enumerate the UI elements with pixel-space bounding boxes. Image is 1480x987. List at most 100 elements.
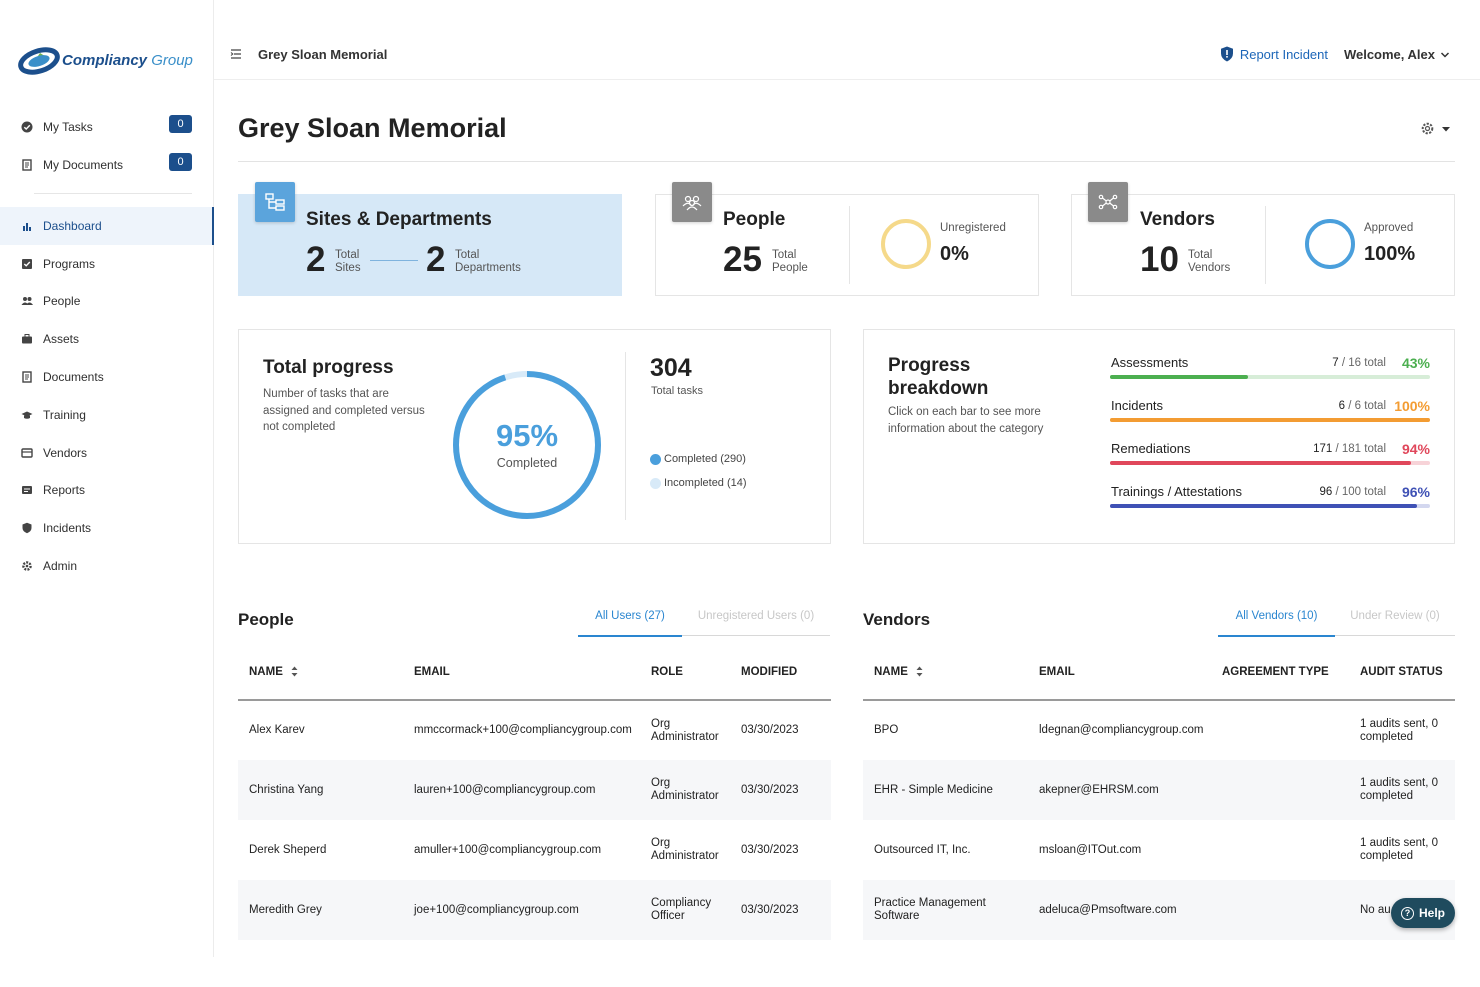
report-incident-button[interactable]: Report Incident (1220, 46, 1328, 62)
table-row[interactable]: Derek Sheperd amuller+100@compliancygrou… (238, 820, 831, 880)
card-divider (849, 206, 850, 284)
breakdown-percent: 100% (1394, 398, 1430, 414)
sidebar-item-admin[interactable]: Admin (0, 547, 213, 585)
cell-modified: 03/30/2023 (730, 760, 831, 820)
breakdown-row-incidents[interactable]: Incidents 6 / 6 total 100% (1110, 398, 1430, 428)
table-row[interactable]: EHR - Simple Medicine akepner@EHRSM.com … (863, 760, 1455, 820)
sidebar-item-assets[interactable]: Assets (0, 320, 213, 358)
sidebar-item-reports[interactable]: Reports (0, 472, 213, 510)
sort-icon[interactable] (291, 666, 298, 677)
completed-dot (650, 453, 661, 465)
sidebar-item-my-tasks[interactable]: My Tasks 0 (0, 108, 213, 146)
column-header-name[interactable]: NAME (238, 645, 403, 701)
breakdown-bar (1110, 375, 1430, 379)
unregistered-label: Unregistered (940, 222, 1006, 234)
cell-audit-status: 1 audits sent, 0 completed (1349, 760, 1455, 820)
breakdown-row-assessments[interactable]: Assessments 7 / 16 total 43% (1110, 355, 1430, 385)
table-row[interactable]: Meredith Grey joe+100@compliancygroup.co… (238, 880, 831, 940)
people-icon (21, 295, 33, 307)
sidebar-item-label: People (43, 294, 81, 309)
table-row[interactable]: Alex Karev mmccormack+100@compliancygrou… (238, 700, 831, 760)
unregistered-ring (881, 219, 931, 269)
incompleted-dot (650, 477, 661, 489)
column-header-role: ROLE (640, 645, 730, 701)
help-button[interactable]: ? Help (1391, 898, 1455, 928)
help-label: Help (1418, 906, 1445, 920)
sidebar-item-label: My Tasks (43, 120, 93, 134)
sidebar-item-incidents[interactable]: Incidents (0, 509, 213, 547)
page-settings-menu[interactable] (1420, 121, 1451, 136)
people-card[interactable] (655, 194, 1039, 296)
people-table: NAME EMAIL ROLE MODIFIED Alex Karev mmcc… (238, 645, 831, 940)
sidebar-item-label: Documents (43, 370, 104, 385)
sidebar-item-dashboard[interactable]: Dashboard (0, 207, 214, 245)
column-header-modified: MODIFIED (730, 645, 831, 701)
breakdown-row-trainings[interactable]: Trainings / Attestations 96 / 100 total … (1110, 484, 1430, 514)
document-icon (21, 371, 33, 383)
table-row[interactable]: Outsourced IT, Inc. msloan@ITOut.com 1 a… (863, 820, 1455, 880)
total-vendors-value: 10 (1140, 240, 1179, 279)
sidebar-item-people[interactable]: People (0, 283, 213, 321)
breakdown-bar (1110, 504, 1430, 508)
breakdown-row-remediations[interactable]: Remediations 171 / 181 total 94% (1110, 441, 1430, 471)
gear-icon (1421, 122, 1434, 135)
sidebar-item-label: My Documents (43, 158, 124, 172)
sidebar-item-label: Training (43, 407, 86, 422)
user-menu[interactable]: Welcome, Alex (1344, 47, 1450, 62)
cell-email: lauren+100@compliancygroup.com (403, 760, 640, 820)
gear-icon (21, 560, 33, 572)
tab-all-vendors[interactable]: All Vendors (10) (1218, 609, 1335, 637)
sidebar-item-programs[interactable]: Programs (0, 245, 213, 283)
sidebar-item-label: Admin (43, 559, 78, 574)
sites-departments-card[interactable] (238, 194, 622, 296)
my-tasks-count-badge: 0 (169, 115, 192, 133)
title-divider (238, 161, 1455, 162)
sort-icon[interactable] (916, 666, 923, 677)
total-progress-heading: Total progress (263, 357, 394, 378)
sidebar-item-vendors[interactable]: Vendors (0, 434, 213, 472)
shield-icon (1220, 46, 1233, 62)
column-header-name[interactable]: NAME (863, 645, 1028, 701)
column-header-agreement-type: AGREEMENT TYPE (1211, 645, 1349, 701)
check-circle-icon (21, 121, 33, 133)
total-departments-label: Total Departments (455, 249, 521, 274)
compliancy-group-logo[interactable]: Compliancy Group (18, 44, 193, 76)
tab-under-review[interactable]: Under Review (0) (1350, 610, 1440, 622)
sidebar-item-training[interactable]: Training (0, 396, 213, 434)
cell-name: Practice Management Software (863, 880, 1028, 940)
completion-percent: 95% (495, 418, 559, 453)
table-row[interactable]: Christina Yang lauren+100@compliancygrou… (238, 760, 831, 820)
breakdown-name: Incidents (1111, 398, 1164, 413)
sidebar-divider (34, 193, 192, 194)
graduation-cap-icon (21, 409, 33, 421)
vendors-table: NAME EMAIL AGREEMENT TYPE AUDIT STATUS B… (863, 645, 1455, 940)
cell-modified: 03/30/2023 (741, 724, 799, 736)
column-header-email: EMAIL (1028, 645, 1211, 701)
cell-email: joe+100@compliancygroup.com (403, 880, 640, 940)
cell-modified: 03/30/2023 (730, 880, 831, 940)
caret-down-icon (1442, 126, 1450, 131)
tab-unregistered-users[interactable]: Unregistered Users (0) (697, 610, 815, 622)
total-departments-value: 2 (426, 240, 446, 279)
cell-agreement-type (1211, 760, 1349, 820)
tab-all-users[interactable]: All Users (27) (578, 609, 682, 637)
sidebar: Compliancy Group My Tasks 0 My Documents… (0, 0, 214, 957)
sidebar-item-documents[interactable]: Documents (0, 358, 213, 396)
collapse-menu-icon[interactable] (230, 48, 242, 60)
approved-ring (1305, 219, 1355, 269)
completion-label: Completed (496, 456, 558, 470)
report-icon (21, 484, 33, 496)
tab-underline (1335, 635, 1455, 636)
vendors-card[interactable] (1071, 194, 1455, 296)
breakdown-bar-fill (1110, 418, 1430, 422)
hierarchy-icon (255, 182, 295, 222)
top-bar: Grey Sloan Memorial Report Incident Welc… (214, 30, 1480, 80)
breakdown-percent: 43% (1401, 355, 1430, 371)
table-row[interactable]: BPO ldegnan@compliancygroup.com 1 audits… (863, 700, 1455, 760)
table-row[interactable]: Practice Management Software adeluca@Pmso… (863, 880, 1455, 940)
sidebar-item-label: Incidents (43, 521, 92, 536)
vendors-card-heading: Vendors (1140, 209, 1215, 230)
cell-name: Christina Yang (238, 760, 403, 820)
cell-modified: 03/30/2023 (741, 843, 799, 856)
sidebar-item-my-documents[interactable]: My Documents 0 (0, 146, 213, 184)
